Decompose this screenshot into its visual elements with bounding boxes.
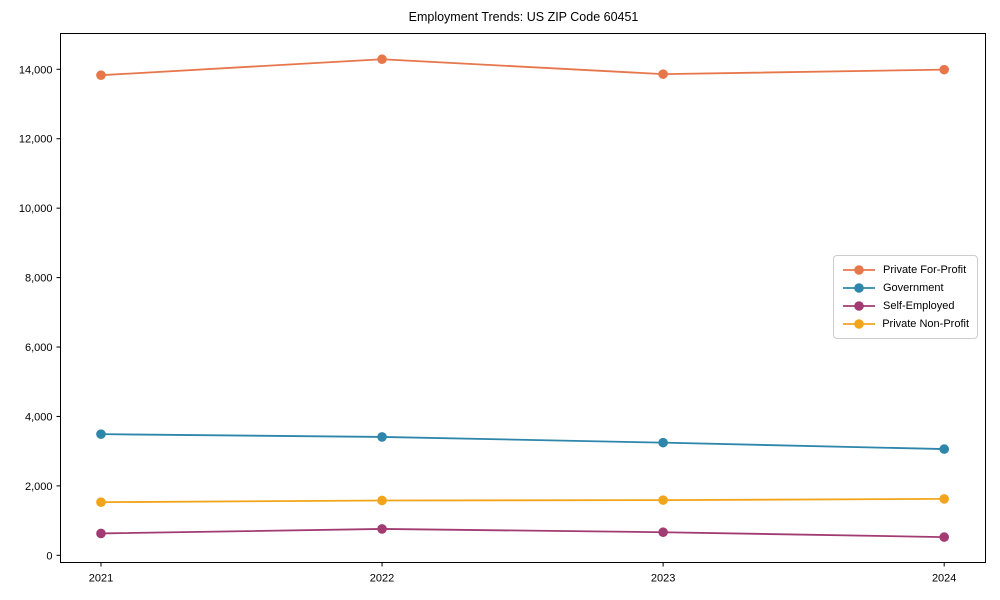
y-tick-label: 6,000 xyxy=(25,342,53,354)
y-tick-label: 2,000 xyxy=(25,481,53,493)
data-point-self-employed xyxy=(658,527,668,538)
x-tick-label: 2024 xyxy=(932,573,956,585)
data-point-private-non-profit xyxy=(939,494,949,504)
y-tick-label: 8,000 xyxy=(25,273,53,285)
legend-marker-icon xyxy=(843,301,875,311)
data-point-self-employed xyxy=(377,524,387,534)
series-line-private-for-profit xyxy=(100,58,945,77)
x-tick-label: 2023 xyxy=(651,573,675,585)
data-point-government xyxy=(939,444,949,454)
legend-label: Government xyxy=(883,282,944,294)
data-point-private-for-profit xyxy=(96,70,106,80)
chart-title: Employment Trends: US ZIP Code 60451 xyxy=(408,10,639,24)
data-point-private-for-profit xyxy=(939,64,949,75)
y-tick-label: 12,000 xyxy=(19,134,53,146)
data-point-government xyxy=(96,429,106,439)
legend-item-private-non-profit: Private Non-Profit xyxy=(842,315,969,333)
legend-item-government: Government xyxy=(842,279,969,297)
data-point-private-non-profit xyxy=(658,495,668,505)
legend-label: Self-Employed xyxy=(883,300,955,312)
data-point-private-non-profit xyxy=(377,495,387,506)
legend-marker-icon xyxy=(843,265,875,275)
series-line-private-non-profit xyxy=(100,498,945,504)
y-tick-label: 14,000 xyxy=(19,64,53,76)
x-tick-label: 2021 xyxy=(89,573,113,585)
data-point-government xyxy=(658,437,668,448)
data-point-private-for-profit xyxy=(658,69,668,79)
data-point-self-employed xyxy=(96,528,106,539)
plot-frame xyxy=(60,33,986,563)
y-tick-label: 0 xyxy=(46,550,52,562)
series-line-self-employed xyxy=(100,528,945,538)
legend-item-private-for-profit: Private For-Profit xyxy=(842,261,969,279)
data-point-private-non-profit xyxy=(96,497,106,507)
x-tick-label: 2022 xyxy=(370,573,394,585)
legend-label: Private Non-Profit xyxy=(882,318,969,330)
legend-item-self-employed: Self-Employed xyxy=(842,297,969,315)
data-point-government xyxy=(377,432,387,442)
legend-label: Private For-Profit xyxy=(883,264,967,276)
series-line-government xyxy=(100,433,945,450)
legend-marker-icon xyxy=(843,319,875,329)
y-tick-label: 4,000 xyxy=(25,411,53,423)
legend-marker-icon xyxy=(843,283,875,293)
data-point-private-for-profit xyxy=(377,54,387,65)
chart-legend: Private For-Profit Government Self-Employe… xyxy=(833,255,978,339)
y-tick-label: 10,000 xyxy=(19,203,53,215)
data-point-self-employed xyxy=(939,532,949,542)
